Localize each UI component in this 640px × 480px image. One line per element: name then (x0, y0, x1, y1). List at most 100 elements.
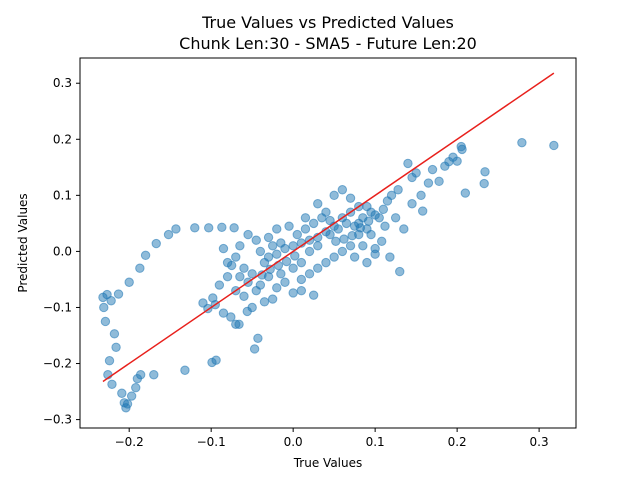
scatter-point (214, 280, 225, 290)
y-tick-label: −0.3 (43, 413, 72, 427)
scatter-point (263, 232, 274, 243)
scatter-point (280, 277, 290, 287)
x-axis-ticks: −0.2 −0.1 0.0 0.1 0.2 0.3 (115, 428, 549, 449)
scatter-point (366, 229, 376, 240)
scatter-point (290, 251, 300, 261)
scatter-point (460, 188, 471, 198)
y-axis-ticks: −0.3 −0.2 −0.1 0.0 0.1 0.2 0.3 (43, 76, 80, 427)
scatter-point (163, 229, 174, 240)
scatter-point (106, 296, 116, 306)
scatter-point (126, 391, 137, 401)
scatter-point (180, 365, 190, 375)
scatter-point (272, 249, 282, 259)
scatter-point (345, 193, 356, 203)
scatter-point (325, 215, 335, 226)
scatter-point (385, 252, 395, 262)
scatter-point (517, 137, 527, 148)
scatter-point (339, 234, 349, 244)
plot-frame (79, 57, 577, 429)
scatter-point (377, 236, 387, 247)
scatter-point (355, 223, 366, 233)
scatter-point (300, 224, 311, 234)
scatter-point (229, 223, 239, 233)
scatter-point (423, 178, 434, 188)
scatter-point (231, 252, 241, 262)
scatter-point (235, 241, 245, 251)
x-tick-label: −0.2 (115, 435, 144, 449)
scatter-point (390, 213, 401, 223)
scatter-point (399, 224, 409, 234)
scatter-point (239, 263, 249, 273)
chart-title: True Values vs Predicted Values (201, 13, 454, 32)
x-tick-label: 0.3 (530, 435, 549, 449)
scatter-point (267, 294, 278, 304)
scatter-point (222, 257, 233, 268)
scatter-point (347, 231, 357, 241)
scatter-point (317, 213, 327, 223)
scatter-point (140, 250, 151, 261)
scatter-point (198, 298, 208, 308)
x-axis-label: True Values (293, 456, 363, 470)
scatter-point (231, 319, 241, 329)
scatter-point (395, 266, 405, 277)
scatter-point (204, 223, 214, 233)
scatter-point (267, 241, 278, 251)
scatter-point (363, 216, 374, 226)
scatter-point (272, 283, 282, 293)
scatter-point (337, 185, 348, 195)
scatter-point (253, 333, 263, 343)
reference-line-layer (102, 72, 555, 383)
scatter-point (249, 344, 260, 354)
scatter-point (151, 238, 161, 249)
scatter-point (407, 172, 417, 183)
scatter-point (276, 269, 286, 279)
scatter-point (251, 235, 261, 245)
scatter-point (417, 206, 428, 216)
x-tick-label: −0.1 (197, 435, 226, 449)
scatter-point (247, 302, 257, 313)
scatter-point (370, 249, 380, 259)
scatter-point (304, 269, 315, 279)
scatter-point (281, 256, 292, 267)
scatter-point (427, 164, 438, 175)
x-tick-label: 0.2 (448, 435, 467, 449)
scatter-point (313, 199, 323, 209)
scatter-point (440, 161, 450, 171)
y-tick-label: 0.0 (53, 244, 72, 258)
scatter-point (276, 238, 286, 248)
scatter-point (259, 297, 270, 307)
scatter-point (218, 243, 229, 254)
x-tick-label: 0.1 (366, 435, 385, 449)
y-axis-label: Predicted Values (16, 193, 30, 292)
scatter-point (331, 236, 341, 247)
scatter-point (131, 382, 141, 393)
y-tick-label: −0.2 (43, 357, 72, 371)
scatter-point (370, 210, 380, 220)
scatter-point (296, 257, 307, 268)
scatter-point (416, 190, 426, 201)
scatter-points (98, 137, 559, 413)
scatter-point (259, 257, 270, 268)
scatter-point (378, 204, 389, 215)
scatter-point (358, 241, 368, 251)
scatter-point (284, 221, 294, 231)
scatter-point (480, 167, 490, 177)
scatter-point (380, 221, 390, 231)
x-tick-label: 0.0 (284, 435, 303, 449)
scatter-point (100, 316, 111, 327)
scatter-point (109, 329, 120, 339)
scatter-point (222, 271, 233, 282)
reference-line (102, 72, 555, 383)
scatter-point (407, 199, 417, 209)
scatter-point (362, 257, 372, 268)
y-tick-label: 0.2 (53, 132, 72, 146)
scatter-point (403, 158, 413, 169)
scatter-point (104, 356, 115, 366)
scatter-point (479, 178, 489, 189)
scatter-point (288, 288, 298, 298)
scatter-point (122, 399, 133, 409)
scatter-point (300, 213, 311, 223)
scatter-point (321, 257, 331, 268)
scatter-point (149, 370, 159, 380)
